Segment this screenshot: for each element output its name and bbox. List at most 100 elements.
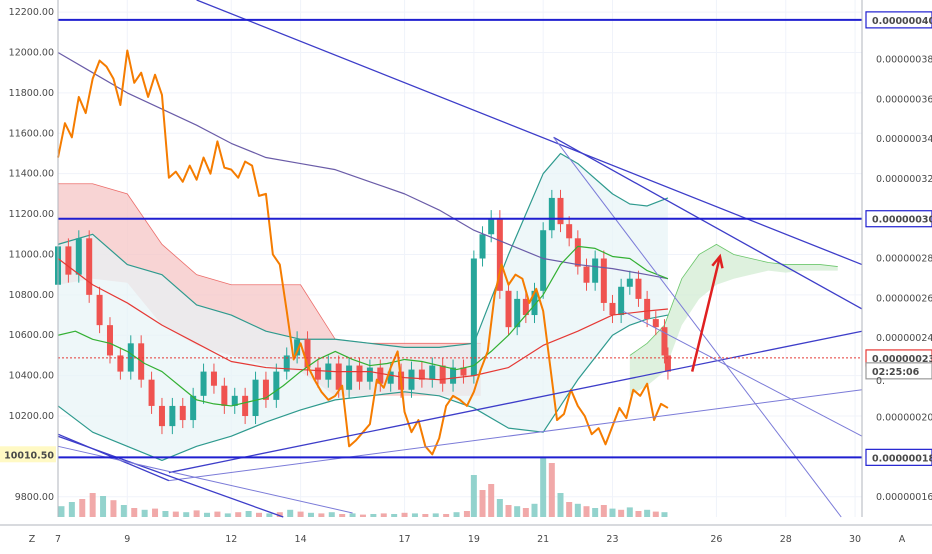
volume-bar [540,457,547,517]
candle-body[interactable] [86,238,93,295]
candle-body[interactable] [618,286,625,316]
candle-body[interactable] [661,327,668,356]
candle-body[interactable] [200,371,207,396]
candle-body[interactable] [470,258,477,376]
volume-bar [183,512,190,517]
candle-body[interactable] [304,339,311,368]
candle-body[interactable] [664,355,671,372]
volume-bar [224,513,231,517]
candle-body[interactable] [429,365,436,380]
price-line[interactable] [57,49,669,456]
candle-body[interactable] [540,230,547,291]
target-arrow[interactable] [690,256,722,372]
band-fill [58,153,668,461]
candle-body[interactable] [221,385,228,406]
trend-line[interactable] [622,310,863,437]
candle-body[interactable] [387,371,394,384]
candle-body[interactable] [262,379,269,400]
trend-line[interactable] [168,330,863,474]
candle-body[interactable] [488,218,495,235]
candle-body[interactable] [514,298,521,328]
log-scale-toggle[interactable]: Z [29,534,36,545]
candle-body[interactable] [366,367,373,382]
candle-body[interactable] [242,395,249,417]
candle-body[interactable] [479,234,486,259]
volume-bar [432,513,439,517]
candle-body[interactable] [65,246,72,275]
candle-body[interactable] [283,355,290,372]
candle-body[interactable] [439,365,446,384]
volume-bar [380,513,387,517]
volume-bar [531,503,538,517]
candle-body[interactable] [583,266,590,283]
volume-bar [463,511,470,517]
volume-bar [488,484,495,517]
candle-body[interactable] [117,355,124,372]
volume-bar [287,509,294,517]
volume-bar [443,514,450,517]
candle-body[interactable] [600,258,607,303]
candle-body[interactable] [273,371,280,400]
candle-body[interactable] [314,367,321,380]
candle-body[interactable] [210,371,217,386]
left-axis-tick-label: 9800.00 [15,492,54,503]
auto-scale-toggle[interactable]: A [899,534,906,545]
candle-body[interactable] [96,294,103,326]
candle-body[interactable] [179,405,186,421]
candle-body[interactable] [377,367,384,384]
ma_red-line [57,258,668,381]
volume-bar [574,503,581,517]
candle-body[interactable] [169,405,176,427]
candle-body[interactable] [75,238,82,275]
trend-line[interactable] [196,0,863,266]
candle-body[interactable] [496,218,503,291]
left-axis-tick-label: 10800.00 [9,290,54,301]
candle-body[interactable] [335,363,342,390]
trend-line[interactable] [57,435,284,518]
right-axis-tick-label: 0.00000024 [876,333,932,344]
candle-body[interactable] [505,290,512,328]
x-axis-tick-label: 21 [537,534,549,545]
volume-bar [152,508,159,517]
volume-bar [266,513,273,517]
volume-bar [245,511,252,517]
candle-body[interactable] [294,339,301,356]
trend-line[interactable] [553,137,842,518]
candle-body[interactable] [548,197,555,231]
candle-body[interactable] [557,197,564,225]
trend-line[interactable] [168,389,863,482]
ichimoku-cloud-green [629,244,838,396]
candle-body[interactable] [231,395,238,406]
candle-body[interactable] [106,325,113,356]
left-axis-tick-label: 11400.00 [9,169,54,180]
candle-body[interactable] [346,365,353,390]
candle-body[interactable] [531,290,538,316]
candle-body[interactable] [148,379,155,406]
candle-body[interactable] [418,369,425,380]
x-axis-tick-label: 19 [468,534,480,545]
candle-body[interactable] [252,379,259,417]
candle-body[interactable] [644,298,651,320]
candle-body[interactable] [652,319,659,328]
volume-bar [600,505,607,517]
candle-body[interactable] [460,367,467,376]
candle-body[interactable] [190,395,197,421]
candle-body[interactable] [356,365,363,382]
trend-line[interactable] [553,136,863,310]
candle-body[interactable] [158,405,165,427]
candle-body[interactable] [635,278,642,299]
right-axis-tick-label: 0.00000016 [876,492,932,503]
candle-body[interactable] [592,258,599,283]
candle-body[interactable] [609,302,616,316]
candle-body[interactable] [450,367,457,384]
x-axis-tick-label: 14 [295,534,307,545]
left-axis-tick-label: 12000.00 [9,48,54,59]
candle-body[interactable] [566,224,573,239]
candle-body[interactable] [574,238,581,267]
candle-body[interactable] [626,278,633,287]
candle-body[interactable] [408,369,415,390]
volume-bar [618,509,625,517]
candle-body[interactable] [522,298,529,316]
